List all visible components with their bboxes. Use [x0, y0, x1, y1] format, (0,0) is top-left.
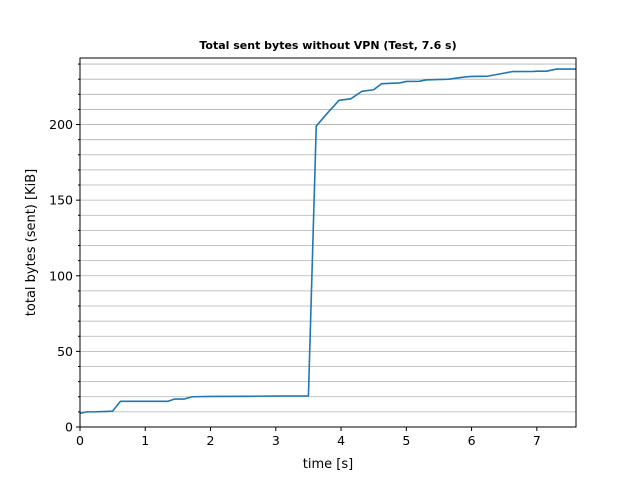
y-tick-label: 200 — [49, 117, 73, 132]
x-axis-label: time [s] — [303, 457, 353, 472]
x-tick-label: 2 — [207, 433, 215, 448]
y-axis-label: total bytes (sent) [KiB] — [24, 169, 39, 316]
series-line — [79, 68, 576, 415]
chart-title: Total sent bytes without VPN (Test, 7.6 … — [199, 39, 456, 52]
x-tick-label: 1 — [141, 433, 149, 448]
x-tick-label: 4 — [337, 433, 345, 448]
series-layer — [79, 68, 576, 415]
x-tick-label: 0 — [76, 433, 84, 448]
y-tick-label: 150 — [49, 193, 73, 208]
y-tick-label: 50 — [57, 344, 73, 359]
x-tick-label: 3 — [272, 433, 280, 448]
y-tick-label: 0 — [65, 420, 73, 435]
y-tick-label: 100 — [49, 268, 73, 283]
grid — [80, 63, 576, 428]
x-axis: 0 1 2 3 4 5 6 7 — [76, 427, 541, 448]
x-tick-label: 6 — [468, 433, 476, 448]
y-axis: 0 50 100 150 200 — [49, 63, 80, 435]
plot-frame — [79, 57, 577, 428]
x-tick-label: 7 — [533, 433, 541, 448]
x-tick-label: 5 — [402, 433, 410, 448]
